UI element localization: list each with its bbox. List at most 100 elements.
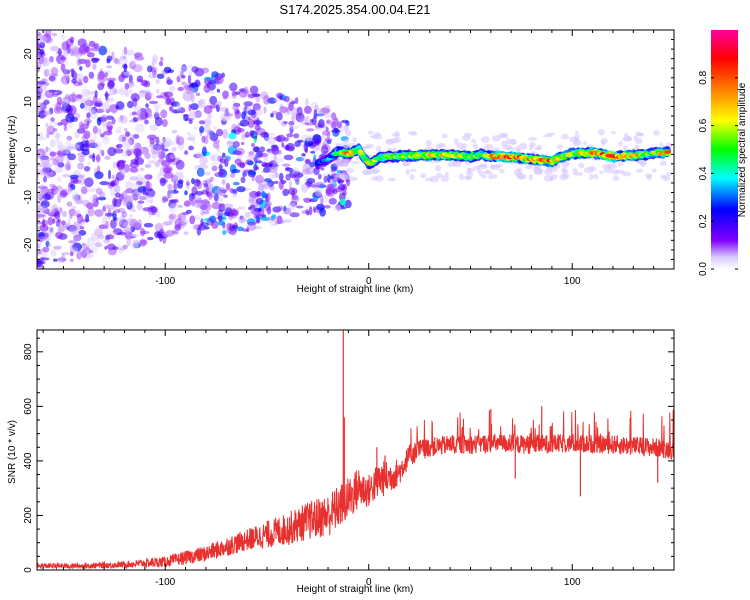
spectrogram-noise-blob <box>203 118 212 127</box>
spectrogram-noise-blob <box>46 110 52 115</box>
spectrogram-noise-blob <box>221 179 226 186</box>
spectrogram-noise-blob <box>145 103 149 108</box>
spectrogram-noise-blob <box>220 189 227 194</box>
spectrogram-noise-blob <box>37 203 42 211</box>
spectrogram-noise-blob <box>66 135 73 141</box>
spectrogram-noise-blob <box>238 206 246 210</box>
spectrogram-noise-blob <box>38 113 46 118</box>
spectrogram-halo-blob <box>617 162 624 167</box>
spectrogram-noise-blob <box>37 148 46 158</box>
spectrogram-noise-blob <box>90 232 100 241</box>
spectrogram-noise-blob <box>103 130 113 136</box>
spectrogram-noise-blob <box>323 205 331 209</box>
spectrogram-noise-blob <box>219 169 226 176</box>
spectrogram-noise-blob <box>123 71 133 76</box>
spectrogram-noise-blob <box>37 258 42 267</box>
spectrogram-noise-blob <box>37 31 41 37</box>
spectrogram-noise-blob <box>188 195 197 205</box>
spectrogram-noise-blob <box>229 173 236 178</box>
spectrogram-noise-blob <box>168 213 177 220</box>
spectrogram-noise-blob <box>294 140 302 148</box>
spectrogram-noise-blob <box>243 101 253 107</box>
spectrogram-noise-blob <box>38 136 47 141</box>
spectrogram-noise-blob <box>154 211 161 218</box>
spectrogram-noise-blob <box>139 89 145 99</box>
spectrogram-noise-blob <box>202 87 210 91</box>
spectrogram-noise-blob <box>54 166 64 173</box>
spectrogram-noise-blob <box>207 113 213 119</box>
spectrogram-noise-blob <box>326 131 331 139</box>
spectrogram-noise-blob <box>125 188 134 194</box>
spectrogram-noise-blob <box>40 156 51 164</box>
spectrogram-noise-blob <box>79 226 85 230</box>
spectrogram-noise-blob <box>79 66 83 71</box>
spectrogram-noise-blob <box>139 239 148 246</box>
spectrogram-halo-blob <box>352 137 357 143</box>
spectrogram-noise-blob <box>187 74 192 85</box>
spectrogram-noise-blob <box>134 155 139 166</box>
spectrogram-noise-blob <box>313 108 318 119</box>
spectrogram-noise-blob <box>137 186 147 193</box>
spectrogram-noise-blob <box>139 91 145 96</box>
spectrogram-noise-blob <box>93 133 97 141</box>
spectrogram-noise-blob <box>85 247 91 251</box>
spectrogram-noise-blob <box>295 157 304 162</box>
snr-ylabel: SNR (10 * v/v) <box>7 420 18 484</box>
spectrogram-noise-blob <box>322 141 327 150</box>
y-tick-label: 400 <box>23 452 34 469</box>
spectrogram-noise-blob <box>156 95 164 99</box>
spectrogram-noise-blob <box>115 180 120 187</box>
spectrogram-noise-blob <box>145 188 156 198</box>
spectrogram-noise-blob <box>37 173 40 178</box>
spectrogram-ridge-cell <box>362 156 369 160</box>
spectrogram-noise-blob <box>231 209 239 216</box>
spectrogram-halo-blob <box>525 163 534 170</box>
spectrogram-noise-blob <box>138 56 145 61</box>
spectrogram-noise-blob <box>216 128 224 137</box>
spectrogram-noise-blob <box>312 191 323 199</box>
spectrogram-halo-blob <box>582 141 588 146</box>
spectrogram-noise-blob <box>69 251 74 257</box>
spectrogram-noise-blob <box>218 164 223 171</box>
spectrogram-noise-blob <box>175 159 185 170</box>
spectrogram-noise-blob <box>47 147 52 153</box>
spectrogram-noise-blob <box>92 125 98 134</box>
spectrogram-noise-blob <box>73 236 82 242</box>
spectrogram-noise-blob <box>158 60 164 67</box>
spectrogram-noise-blob <box>75 141 85 152</box>
spectrogram-noise-blob <box>38 33 43 43</box>
spectrogram-noise-blob <box>83 166 91 172</box>
spectrogram-noise-blob <box>339 198 347 206</box>
spectrogram-noise-blob <box>144 174 153 180</box>
spectrogram-noise-blob <box>49 151 57 157</box>
spectrogram-noise-blob <box>38 193 44 201</box>
spectrogram-halo-blob <box>405 169 410 176</box>
spectrogram-noise-blob <box>133 52 143 58</box>
spectrogram-noise-blob <box>289 125 294 134</box>
spectrogram-noise-blob <box>118 134 127 143</box>
spectrogram-halo-blob <box>425 140 432 147</box>
spectrogram-noise-blob <box>94 209 104 217</box>
spectrogram-noise-blob <box>258 183 265 192</box>
spectrogram-halo-blob <box>534 146 542 151</box>
spectrogram-halo-blob <box>351 160 360 165</box>
spectrogram-halo-blob <box>556 144 564 150</box>
spectrogram-noise-blob <box>155 136 160 145</box>
spectrogram-noise-blob <box>38 207 48 213</box>
spectrogram-noise-blob <box>50 117 55 122</box>
spectrogram-halo-blob <box>435 165 442 172</box>
spectrogram-noise-blob <box>282 163 291 167</box>
spectrogram-noise-blob <box>40 57 51 67</box>
spectrogram-halo-blob <box>578 162 585 169</box>
spectrogram-noise-blob <box>186 132 192 136</box>
spectrogram-halo-blob <box>344 138 349 144</box>
spectrogram-noise-blob <box>110 219 117 229</box>
spectrogram-noise-blob <box>42 246 50 253</box>
spectrogram-noise-blob <box>222 129 229 139</box>
spectrogram-noise-blob <box>148 92 154 97</box>
spectrogram-noise-blob <box>147 160 157 164</box>
spectrogram-halo-blob <box>615 169 625 174</box>
spectrogram-noise-blob <box>78 58 82 65</box>
spectrogram-noise-blob <box>217 185 221 195</box>
